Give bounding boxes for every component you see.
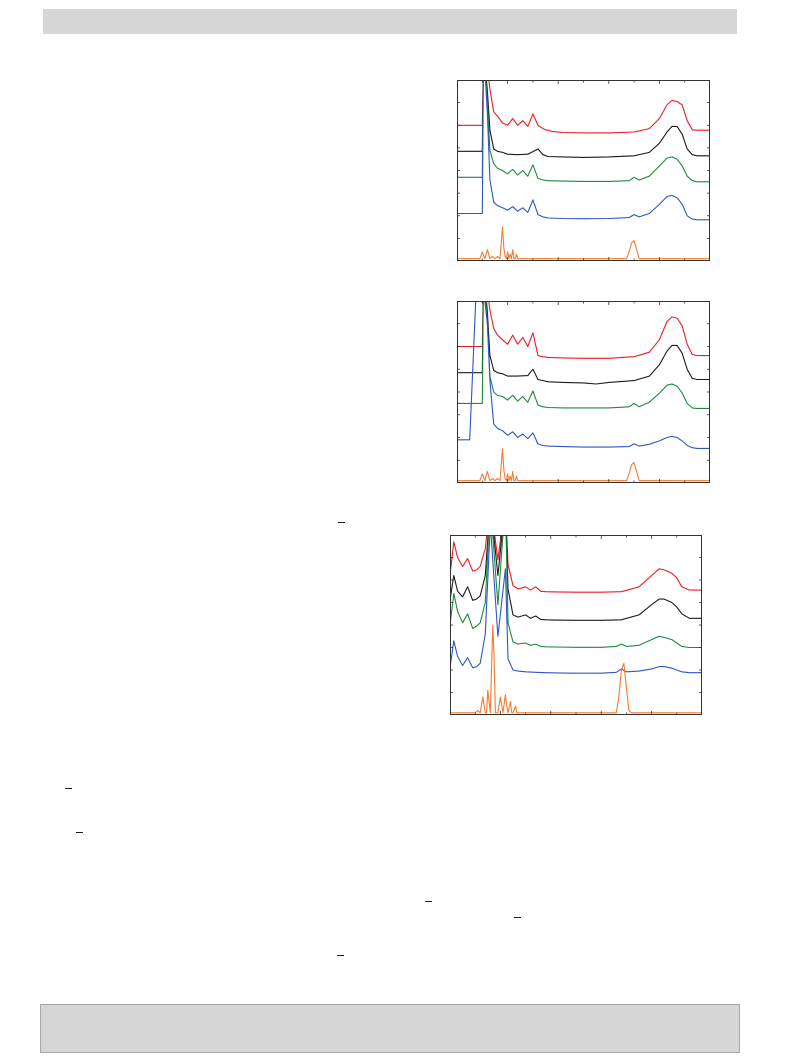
spectrum-line-3 — [450, 535, 702, 649]
spectrum-line-5 — [457, 226, 710, 260]
spectrum-line-4 — [457, 301, 710, 449]
spectrum-line-2 — [457, 80, 710, 158]
overbar-mark — [514, 917, 521, 918]
axis-ticks — [457, 301, 710, 483]
spectrum-line-5 — [457, 448, 710, 482]
spectrum-line-1 — [457, 80, 710, 134]
page-header-band — [43, 9, 737, 34]
overbar-mark — [425, 901, 432, 902]
spectrum-line-3 — [457, 80, 710, 183]
axis-ticks — [457, 80, 710, 261]
spectrum-line-1 — [457, 301, 710, 359]
spectrum-line-5 — [450, 624, 702, 714]
plot-frame — [457, 80, 710, 261]
spectra-plot-bottom — [450, 535, 702, 715]
spectrum-line-2 — [457, 301, 710, 385]
overbar-mark — [337, 955, 344, 956]
overbar-mark — [65, 788, 72, 789]
spectrum-line-2 — [450, 535, 702, 621]
spectrum-line-4 — [457, 80, 710, 221]
plot-frame — [450, 535, 702, 715]
spectrum-line-3 — [457, 301, 710, 409]
plot-frame — [457, 301, 710, 483]
spectra-plot-middle — [457, 301, 710, 483]
page-footer-band — [40, 1004, 740, 1053]
spectra-plot-top — [457, 80, 710, 261]
overbar-mark — [76, 832, 83, 833]
spectrum-line-1 — [450, 535, 702, 593]
overbar-mark — [338, 522, 345, 523]
spectrum-line-4 — [450, 535, 702, 674]
